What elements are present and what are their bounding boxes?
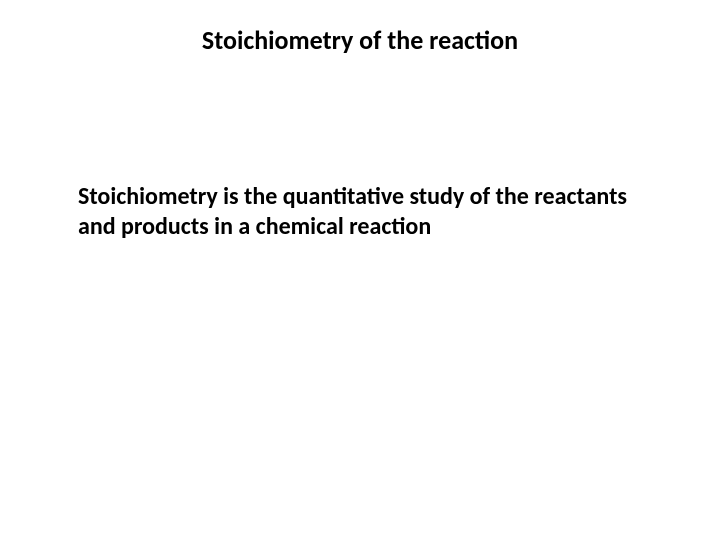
slide-body-text: Stoichiometry is the quantitative study … <box>78 182 648 242</box>
slide-title: Stoichiometry of the reaction <box>0 24 720 56</box>
